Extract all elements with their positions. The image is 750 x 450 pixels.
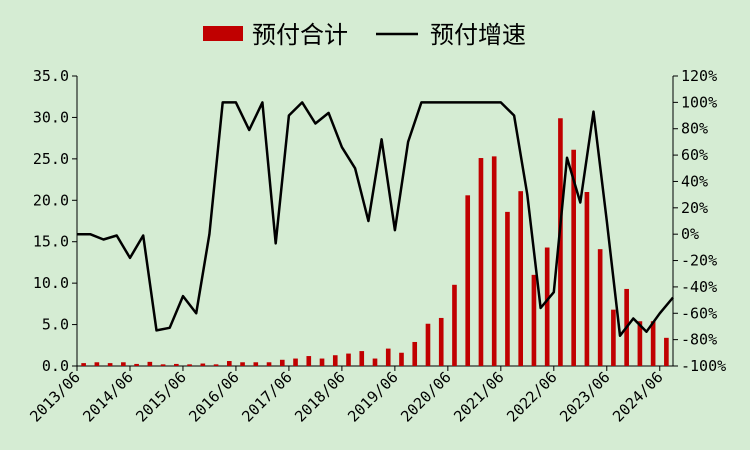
x-tick-label: 2023/06: [556, 368, 613, 425]
bar: [81, 363, 86, 366]
bar: [160, 364, 166, 366]
bar: [332, 355, 338, 366]
x-tick-label: 2016/06: [185, 368, 242, 425]
bar: [597, 249, 603, 366]
left-axis: 0.0 5.0 10.0 15.0 20.0 25.0 30.0 35.0: [33, 67, 78, 375]
x-tick-label: 2020/06: [397, 368, 454, 425]
bar: [94, 362, 100, 366]
right-tick-label: 100%: [681, 93, 717, 111]
bar: [147, 361, 153, 366]
right-tick-label: -100%: [681, 357, 726, 375]
bar: [266, 362, 272, 366]
x-tick-label: 2019/06: [344, 368, 401, 425]
bar: [200, 363, 206, 366]
bar: [544, 247, 550, 366]
left-tick-label: 15.0: [33, 233, 69, 251]
right-tick-label: -80%: [681, 331, 717, 349]
left-tick-label: 25.0: [33, 150, 69, 168]
bar: [425, 323, 431, 366]
x-tick-label: 2017/06: [238, 368, 295, 425]
bar: [438, 317, 444, 366]
legend: 预付合计 预付增速: [203, 21, 526, 49]
bar: [279, 359, 285, 366]
bar: [293, 358, 298, 366]
bar: [319, 358, 325, 366]
bar: [518, 191, 524, 366]
right-tick-label: 120%: [681, 67, 717, 85]
left-tick-label: 0.0: [42, 357, 69, 375]
x-tick-label: 2018/06: [291, 368, 348, 425]
bar: [637, 321, 643, 366]
left-tick-label: 10.0: [33, 274, 69, 292]
bar: [531, 274, 537, 366]
bar: [399, 352, 404, 366]
bar: [213, 364, 219, 366]
bar: [491, 156, 497, 366]
bar: [650, 321, 656, 366]
bar: [187, 364, 192, 366]
bar: [240, 362, 245, 366]
bar: [253, 362, 259, 366]
bar: [372, 358, 378, 366]
bar: [385, 348, 391, 366]
bar: [571, 149, 576, 366]
bar: [346, 353, 351, 366]
bar: [359, 351, 365, 366]
legend-swatch-bar: [203, 26, 243, 41]
growth-line: [77, 101, 674, 337]
bar: [505, 211, 510, 366]
bar: [134, 363, 139, 366]
bar: [121, 362, 126, 366]
legend-label-bar: 预付合计: [252, 21, 348, 49]
right-tick-label: 80%: [681, 120, 708, 138]
line-series: [77, 101, 674, 337]
right-tick-label: 20%: [681, 199, 708, 217]
right-tick-label: 60%: [681, 146, 708, 164]
left-tick-label: 30.0: [33, 108, 69, 126]
bar: [584, 192, 590, 366]
right-tick-label: -20%: [681, 252, 717, 270]
right-axis: -100% -80% -60% -40% -20% 0% 20% 40% 60% 80% 100% 1…: [672, 67, 726, 375]
left-tick-label: 35.0: [33, 67, 69, 85]
bar: [306, 356, 312, 366]
bar: [465, 195, 471, 366]
bar: [611, 309, 616, 366]
x-tick-label: 2014/06: [79, 368, 136, 425]
bar: [412, 341, 418, 366]
bar: [478, 158, 484, 366]
right-tick-label: -60%: [681, 304, 717, 322]
right-tick-label: 40%: [681, 172, 708, 190]
x-tick-label: 2021/06: [450, 368, 507, 425]
left-tick-label: 20.0: [33, 191, 69, 209]
bar: [107, 363, 113, 366]
x-tick-label: 2013/06: [26, 368, 83, 425]
bar: [452, 284, 457, 366]
x-axis: 2013/062014/062015/062016/062017/062018/…: [26, 365, 673, 426]
bar: [664, 337, 669, 366]
x-tick-label: 2024/06: [609, 368, 666, 425]
bar: [174, 363, 179, 366]
right-tick-label: 0%: [681, 225, 699, 243]
right-tick-label: -40%: [681, 278, 717, 296]
bar-series: [81, 118, 669, 366]
bar: [226, 361, 232, 366]
x-tick-label: 2022/06: [503, 368, 560, 425]
bar: [558, 118, 563, 366]
legend-label-line: 预付增速: [430, 21, 526, 49]
left-tick-label: 5.0: [42, 316, 69, 334]
x-tick-label: 2015/06: [132, 368, 189, 425]
